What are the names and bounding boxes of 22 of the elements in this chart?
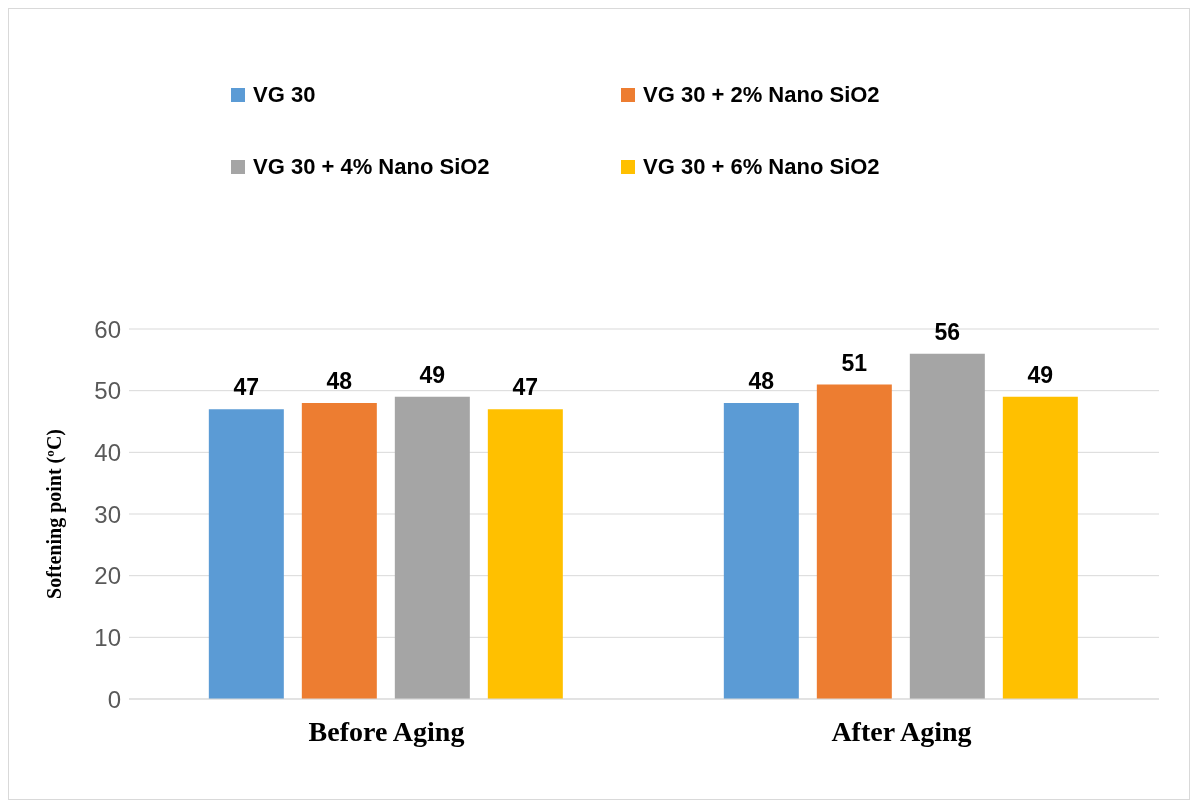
data-label: 47 <box>233 374 260 401</box>
x-tick-label: Before Aging <box>308 715 465 747</box>
y-tick-label: 40 <box>94 438 121 466</box>
data-label: 47 <box>512 374 539 401</box>
legend-label: VG 30 <box>253 82 316 108</box>
legend-label: VG 30 + 2% Nano SiO2 <box>643 82 880 108</box>
y-tick-label: 0 <box>107 685 121 713</box>
y-axis-title: Softening point (ºC) <box>43 429 67 599</box>
y-tick-label: 60 <box>94 315 121 343</box>
data-label: 49 <box>1027 361 1054 388</box>
data-label: 48 <box>748 368 775 394</box>
data-label: 49 <box>419 361 446 388</box>
y-tick-label: 20 <box>94 562 121 590</box>
legend-label: VG 30 + 6% Nano SiO2 <box>643 154 880 180</box>
data-label: 56 <box>934 318 961 345</box>
y-tick-label: 50 <box>94 377 121 405</box>
y-tick-label: 10 <box>94 623 121 651</box>
data-label: 48 <box>326 368 353 394</box>
legend-label: VG 30 + 4% Nano SiO2 <box>253 154 490 180</box>
data-label: 51 <box>841 349 868 376</box>
x-tick-label: After Aging <box>831 715 972 747</box>
y-tick-label: 30 <box>94 500 121 528</box>
